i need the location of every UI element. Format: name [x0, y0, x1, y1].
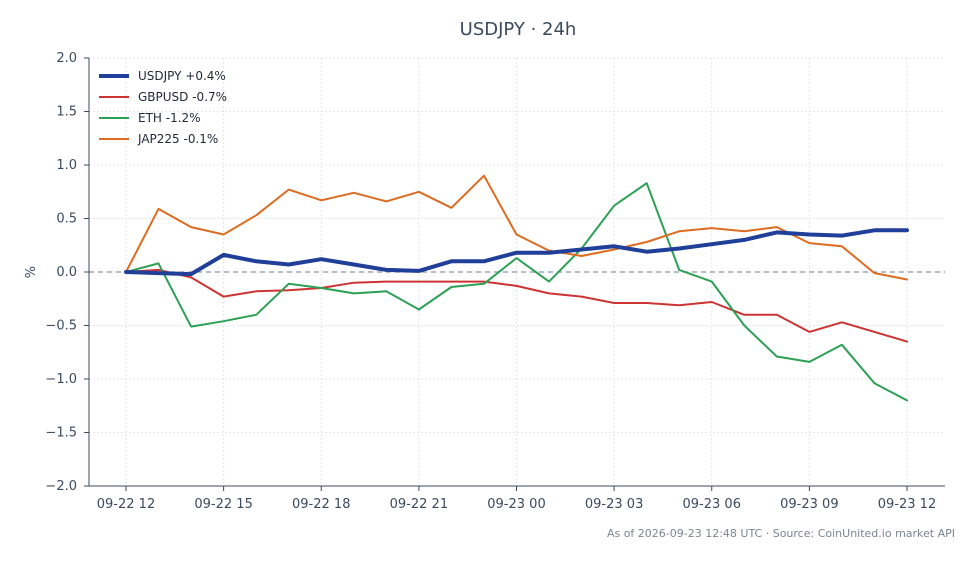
y-tick-label: 0.5: [56, 212, 77, 227]
y-tick-label: 1.0: [56, 158, 77, 173]
x-tick-label: 09-23 06: [683, 497, 741, 512]
y-tick-label: −1.0: [45, 372, 77, 387]
source-footer: As of 2026-09-23 12:48 UTC · Source: Coi…: [606, 527, 955, 540]
x-tick-label: 09-23 09: [780, 497, 838, 512]
legend-label-eth: ETH -1.2%: [138, 111, 201, 125]
chart-title: USDJPY · 24h: [459, 19, 577, 40]
x-tick-label: 09-22 15: [194, 497, 252, 512]
y-tick-label: −1.5: [45, 426, 77, 441]
y-axis-label: %: [24, 266, 39, 278]
series-line-usdjpy: [124, 228, 909, 277]
series-line-gbpusd: [125, 268, 908, 343]
y-tick-label: −0.5: [45, 319, 77, 334]
x-tick-label: 09-23 12: [878, 497, 936, 512]
series-line-eth: [125, 182, 908, 402]
series-layer: [124, 174, 909, 402]
x-tick-label: 09-23 03: [585, 497, 643, 512]
axes: 2.0 1.5 1.0 0.5 0.0 −0.5 −1.0 −1.5 −2.0 09-22 12 0…: [24, 51, 945, 512]
x-tick-label: 09-23 00: [487, 497, 545, 512]
legend: USDJPY +0.4% GBPUSD -0.7% ETH -1.2% JAP225 …: [99, 69, 227, 146]
x-tick-label: 09-22 21: [390, 497, 448, 512]
legend-label-jap225: JAP225 -0.1%: [137, 132, 218, 146]
x-tick-label: 09-22 12: [97, 497, 155, 512]
x-tick-label: 09-22 18: [292, 497, 350, 512]
y-tick-label: 2.0: [56, 51, 77, 66]
y-tick-label: 0.0: [56, 265, 77, 280]
y-tick-label: −2.0: [45, 479, 77, 494]
series-line-jap225: [125, 174, 908, 281]
legend-label-usdjpy: USDJPY +0.4%: [138, 69, 226, 83]
y-tick-label: 1.5: [56, 105, 77, 120]
legend-label-gbpusd: GBPUSD -0.7%: [138, 90, 227, 104]
